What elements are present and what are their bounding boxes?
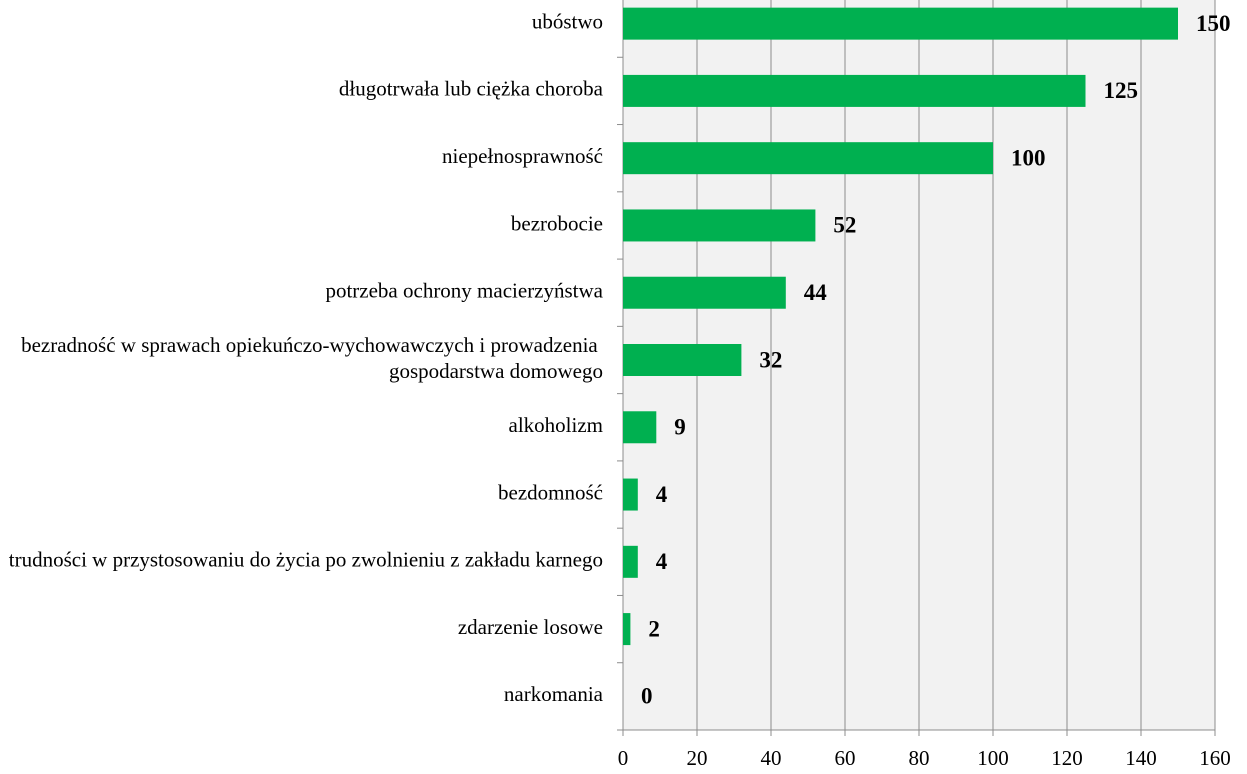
y-tick-label: długotrwała lub ciężka choroba	[339, 77, 604, 101]
x-tick-label: 80	[909, 746, 930, 770]
x-tick-label: 120	[1051, 746, 1083, 770]
x-tick-label: 140	[1125, 746, 1157, 770]
y-tick-label: potrzeba ochrony macierzyństwa	[325, 279, 603, 303]
value-label: 4	[656, 549, 668, 574]
value-label: 44	[804, 280, 828, 305]
x-tick-label: 20	[687, 746, 708, 770]
bar	[623, 613, 631, 646]
bar	[623, 142, 993, 175]
value-label: 32	[759, 347, 782, 372]
x-tick-label: 40	[761, 746, 782, 770]
bar	[623, 276, 786, 309]
bar	[623, 478, 638, 511]
value-label: 125	[1104, 78, 1139, 103]
bar	[623, 545, 638, 578]
y-tick-label: alkoholizm	[509, 413, 603, 437]
value-label: 9	[674, 415, 686, 440]
x-tick-label: 100	[977, 746, 1009, 770]
x-tick-label: 160	[1199, 746, 1231, 770]
x-tick-label: 60	[835, 746, 856, 770]
bar	[623, 209, 816, 242]
bar	[623, 74, 1086, 107]
y-tick-label: trudności w przystosowaniu do życia po z…	[9, 548, 603, 572]
y-tick-label: zdarzenie losowe	[458, 615, 603, 639]
value-label: 52	[833, 213, 856, 238]
y-tick-label: narkomania	[504, 682, 604, 706]
x-tick-label: 0	[618, 746, 629, 770]
y-tick-label: niepełnosprawność	[442, 144, 603, 168]
value-label: 150	[1196, 11, 1231, 36]
bar	[623, 7, 1178, 40]
bar	[623, 411, 657, 444]
value-label: 2	[648, 616, 660, 641]
value-label: 4	[656, 482, 668, 507]
y-tick-label: bezrobocie	[511, 211, 603, 235]
y-tick-label: ubóstwo	[532, 9, 603, 33]
value-label: 100	[1011, 145, 1046, 170]
bar	[623, 344, 742, 376]
value-label: 0	[641, 684, 653, 709]
y-tick-label: bezradność w sprawach opiekuńczo-wychowa…	[21, 333, 603, 383]
y-tick-label: bezdomność	[498, 480, 603, 504]
